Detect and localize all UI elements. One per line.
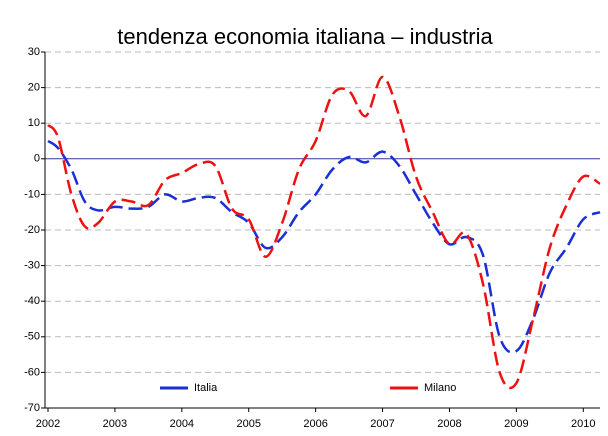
legend-label: Milano bbox=[424, 382, 456, 394]
x-tick-label: 2004 bbox=[170, 418, 194, 430]
chart-title: tendenza economia italiana – industria bbox=[117, 24, 493, 49]
y-tick-label: 0 bbox=[34, 153, 40, 165]
x-tick-label: 2007 bbox=[370, 418, 394, 430]
x-tick-label: 2009 bbox=[504, 418, 528, 430]
y-tick-label: -60 bbox=[24, 366, 40, 378]
series-line bbox=[47, 75, 601, 390]
y-tick-label: -20 bbox=[24, 224, 40, 236]
y-tick-label: -50 bbox=[24, 331, 40, 343]
plot bbox=[47, 75, 601, 390]
y-tick-label: 10 bbox=[28, 117, 40, 129]
x-tick-label: 2010 bbox=[571, 418, 595, 430]
y-tick-label: -10 bbox=[24, 188, 40, 200]
x-tick-label: 2003 bbox=[103, 418, 127, 430]
x-tick-label: 2002 bbox=[36, 418, 60, 430]
y-tick-label: -40 bbox=[24, 295, 40, 307]
x-tick-label: 2005 bbox=[236, 418, 260, 430]
legend-label: Italia bbox=[194, 382, 218, 394]
y-tick-label: -30 bbox=[24, 260, 40, 272]
y-tick-label: -70 bbox=[24, 402, 40, 414]
grid bbox=[45, 51, 600, 409]
x-tick-label: 2006 bbox=[303, 418, 327, 430]
y-tick-label: 20 bbox=[28, 82, 40, 94]
y-tick-label: 30 bbox=[28, 46, 40, 58]
series-line bbox=[47, 139, 601, 354]
x-tick-label: 2008 bbox=[437, 418, 461, 430]
